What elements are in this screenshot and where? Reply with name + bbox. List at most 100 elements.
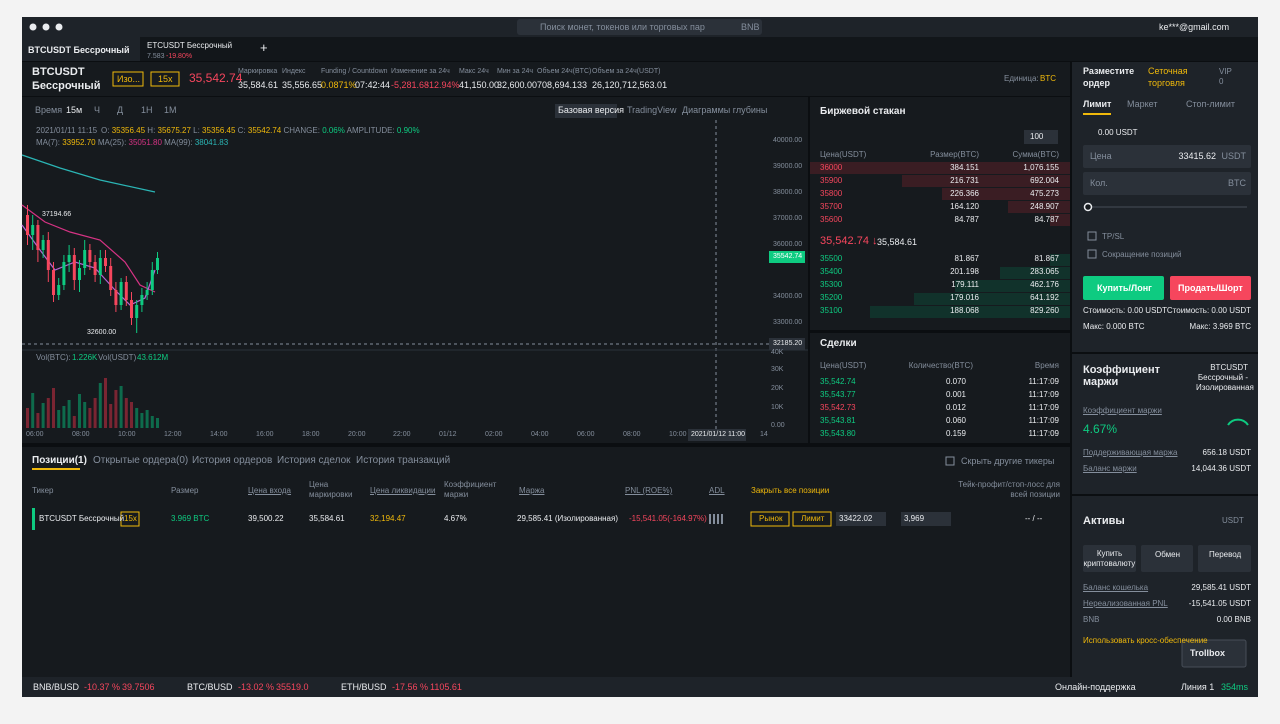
book-header: Цена(USDT) — [820, 150, 867, 159]
view[interactable]: Диаграммы глубины — [682, 105, 768, 115]
candle-part — [135, 305, 139, 318]
col-header: Размер — [171, 486, 199, 495]
margin-mode: Изо... — [117, 74, 141, 84]
interval[interactable]: 1Н — [141, 105, 153, 115]
contract: Бессрочный — [32, 80, 101, 92]
book-price: 35900 — [820, 176, 843, 185]
sell[interactable]: Продать/Шорт — [1178, 283, 1243, 293]
trade-qty: 0.060 — [945, 416, 966, 425]
reduce-only[interactable]: Сокращение позиций — [1102, 250, 1182, 259]
status-change: -10.37 % — [84, 682, 121, 692]
search-placeholder: Поиск монет, токенов или торговых пар — [540, 22, 705, 32]
candle-part — [26, 408, 29, 428]
trollbox-bg — [1181, 639, 1247, 668]
price-unit: USDT — [1221, 151, 1247, 161]
unit-label: Единица: — [1004, 74, 1039, 83]
trollbox[interactable]: Trollbox — [1190, 648, 1226, 658]
order-type[interactable]: Лимит — [1083, 99, 1112, 109]
hide-others[interactable]: Скрыть другие тикеры — [961, 456, 1055, 466]
view[interactable]: TradingView — [627, 105, 677, 115]
close-all[interactable]: Закрыть все позиции — [751, 486, 830, 495]
trade-qty: 0.159 — [945, 429, 966, 438]
position-entry: 39,500.22 — [248, 514, 284, 523]
book-price: 35800 — [820, 189, 843, 198]
status-pair: BNB/BUSD — [33, 682, 80, 692]
input — [836, 512, 886, 526]
trades-title: Сделки — [820, 338, 857, 349]
close-price: 33422.02 — [839, 514, 873, 523]
trades-header: Цена(USDT) — [820, 361, 867, 370]
market-close[interactable]: Рынок — [759, 514, 783, 523]
candle-part — [130, 300, 133, 318]
candle-part — [31, 393, 35, 428]
trade-price: 35,542.73 — [820, 403, 856, 412]
col-header: PNL (ROE%) — [625, 486, 673, 495]
ma-line: MA(7): 33952.70 MA(25): 35051.80 MA(99):… — [36, 137, 228, 149]
ohlc-line: O: 35356.45 H: 35675.27 L: 35356.45 C: 3… — [101, 125, 420, 137]
interval[interactable]: Ч — [94, 105, 100, 115]
sell-button — [1170, 276, 1251, 300]
ohlc-value: 0.06% — [322, 126, 345, 135]
stat-value: -12.94% — [426, 80, 460, 90]
candle-part — [93, 398, 97, 428]
asset-label: BNB — [1083, 615, 1100, 624]
price-tick: 38000.00 — [773, 189, 803, 196]
position-ratio: 4.67% — [444, 514, 467, 523]
time-tick: 02:00 — [485, 431, 503, 438]
book-size: 384.151 — [950, 163, 979, 172]
position-tab[interactable]: История сделок — [277, 455, 351, 466]
qty-input — [1083, 172, 1251, 195]
interval[interactable]: 15м — [66, 105, 83, 115]
tpsl[interactable]: TP/SL — [1102, 232, 1125, 241]
assets-currency[interactable]: USDT — [1222, 516, 1244, 525]
stat-value: 41,150.00 — [459, 80, 500, 90]
book-size: 84.787 — [954, 215, 979, 224]
ohlc-value: 35356.45 — [202, 126, 236, 135]
status-change: -17.56 % — [392, 682, 429, 692]
interval[interactable]: Д — [117, 105, 124, 115]
order-type[interactable]: Стоп-лимит — [1186, 99, 1236, 109]
limit-close[interactable]: Лимит — [801, 514, 825, 523]
trades-header: Количество(BTC) — [908, 361, 973, 370]
leverage: 15x — [158, 74, 173, 84]
line: Линия 1 — [1181, 682, 1215, 692]
active-tab — [22, 37, 140, 61]
position-tab[interactable]: Открытые ордера(0) — [93, 455, 189, 466]
stat-value: 0.0871% — [321, 80, 357, 90]
position-tab[interactable]: История ордеров — [192, 455, 273, 466]
candles — [26, 205, 159, 428]
interval[interactable]: 1М — [164, 105, 177, 115]
trade-time: 11:17:09 — [1028, 377, 1059, 386]
asset-button[interactable]: Перевод — [1209, 550, 1242, 559]
asset-label: Баланс кошелька — [1083, 583, 1149, 592]
order-type[interactable]: Маркет — [1127, 99, 1158, 109]
buy-button — [1083, 276, 1164, 300]
stat-value: 07:42:44 — [355, 80, 391, 90]
cross-collateral[interactable]: Использовать кросс-обеспечение — [1083, 636, 1208, 645]
input — [901, 512, 951, 526]
icon — [55, 23, 63, 31]
position-tab[interactable]: Позиции(1) — [32, 455, 87, 466]
asset-value: 0.00 BNB — [1216, 615, 1251, 624]
asset-button[interactable]: Купить криптовалюту — [1083, 549, 1136, 568]
price-tag-bg — [769, 338, 805, 350]
ma-label: MA(99): — [164, 138, 193, 147]
stat-label: Макс 24ч — [459, 68, 489, 75]
support[interactable]: Онлайн-поддержка — [1055, 682, 1136, 692]
candle-part — [62, 262, 66, 285]
trade-time: 11:17:09 — [1028, 416, 1059, 425]
grid-trading[interactable]: Сеточная торговля — [1148, 66, 1188, 88]
candle-part — [130, 402, 133, 428]
position-tab[interactable]: История транзакций — [356, 455, 451, 466]
candle-part — [109, 266, 113, 290]
buy[interactable]: Купить/Лонг — [1097, 283, 1152, 293]
book-size: 179.111 — [951, 280, 979, 289]
view[interactable]: Базовая версия — [558, 105, 624, 115]
book-sum: 462.176 — [1030, 280, 1059, 289]
candle-part — [46, 398, 50, 428]
ma-label: MA(25): — [97, 138, 127, 147]
book-price: 35100 — [820, 306, 843, 315]
asset-button[interactable]: Обмен — [1155, 550, 1180, 559]
volume-tick: 40K — [771, 349, 784, 356]
buy-max: Макс: 0.000 BTC — [1083, 322, 1145, 331]
